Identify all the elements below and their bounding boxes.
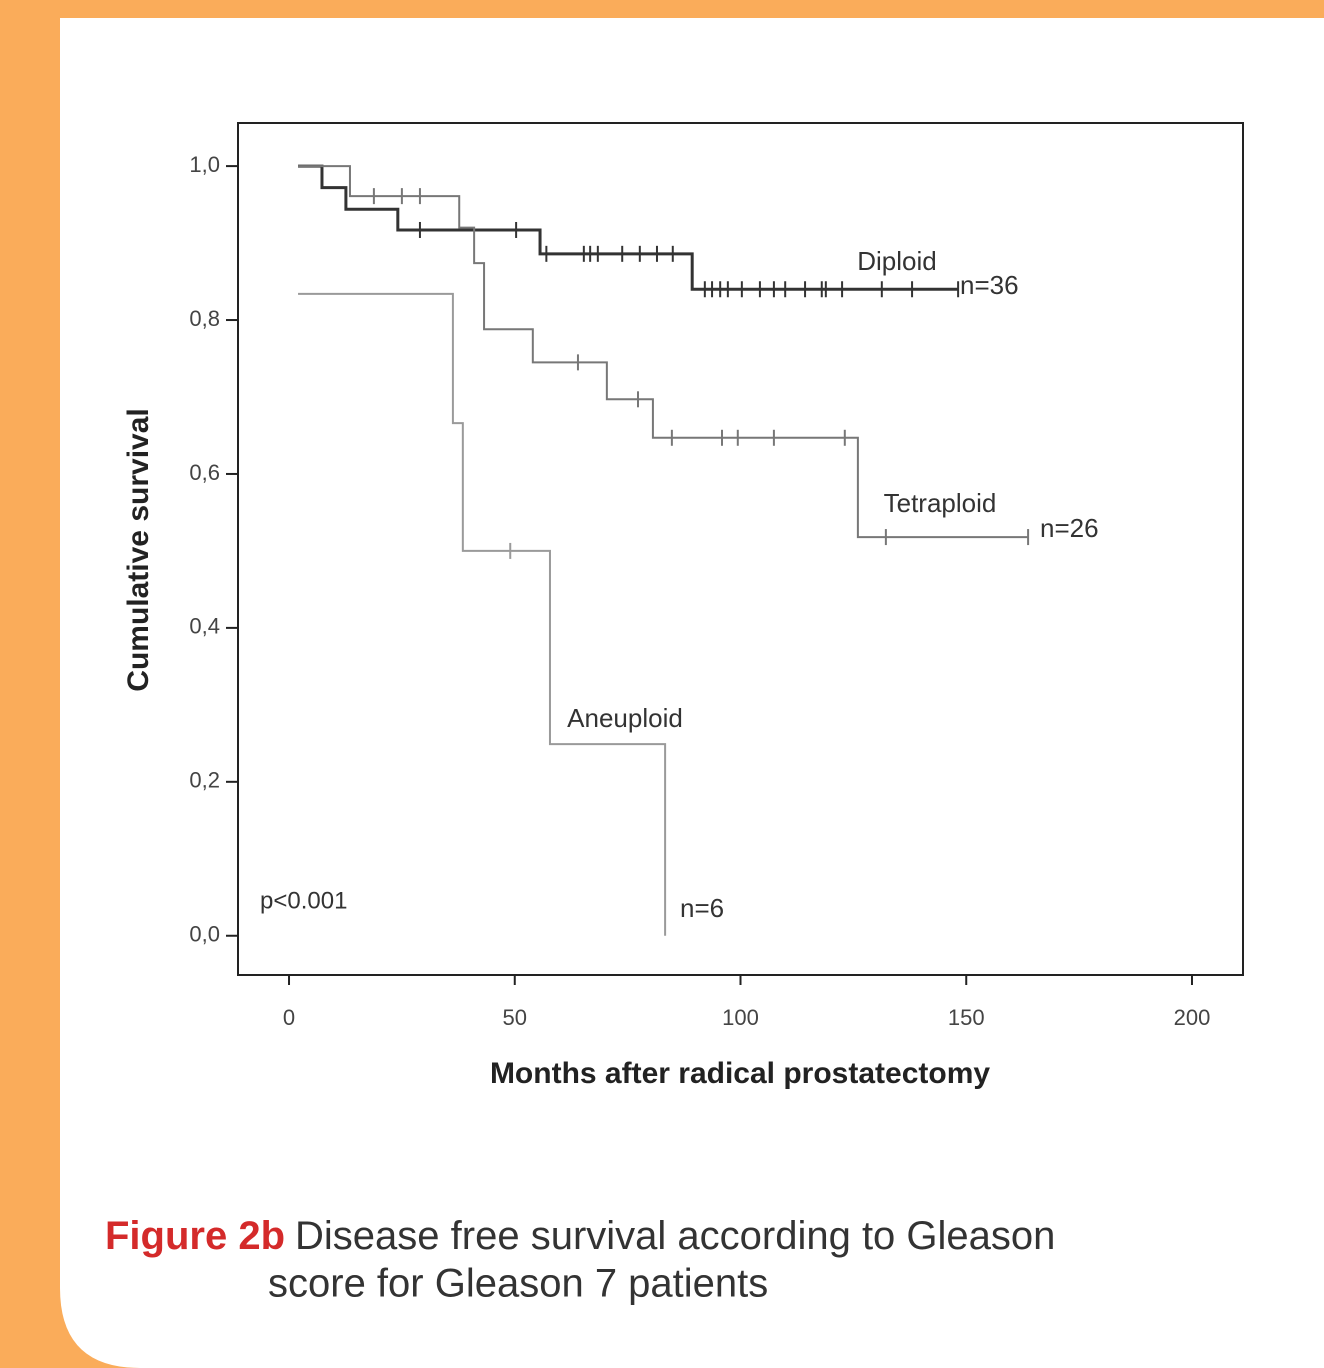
y-tick-label: 1,0 — [189, 152, 220, 177]
y-tick-label: 0,2 — [189, 768, 220, 793]
caption-line: score for Gleason 7 patients — [268, 1262, 768, 1306]
y-axis-label: Cumulative survival — [122, 408, 155, 691]
x-tick-label: 0 — [283, 1005, 295, 1030]
y-tick-label: 0,4 — [189, 614, 220, 639]
caption-label: Figure 2b — [105, 1214, 285, 1258]
series-label: Aneuploid — [567, 703, 683, 733]
n-label: n=26 — [1040, 513, 1099, 543]
x-axis-label: Months after radical prostatectomy — [490, 1057, 990, 1090]
series-label: Diploid — [857, 246, 937, 276]
x-tick-label: 200 — [1174, 1005, 1211, 1030]
y-tick-label: 0,8 — [189, 306, 220, 331]
p-value: p<0.001 — [260, 887, 347, 914]
n-label: n=6 — [680, 893, 724, 923]
x-tick-label: 150 — [948, 1005, 985, 1030]
y-tick-label: 0,0 — [189, 922, 220, 947]
y-tick-label: 0,6 — [189, 460, 220, 485]
caption-line: Disease free survival according to Gleas… — [295, 1214, 1055, 1258]
survival-line — [298, 164, 959, 291]
n-label: n=36 — [960, 270, 1019, 300]
survival-line — [298, 165, 1029, 539]
x-tick-label: 50 — [503, 1005, 527, 1030]
survival-line — [298, 292, 667, 936]
caption: Figure 2b Disease free survival according… — [105, 1214, 1055, 1258]
series-label: Tetraploid — [884, 488, 997, 518]
panel — [60, 18, 1324, 1368]
x-tick-label: 100 — [722, 1005, 759, 1030]
